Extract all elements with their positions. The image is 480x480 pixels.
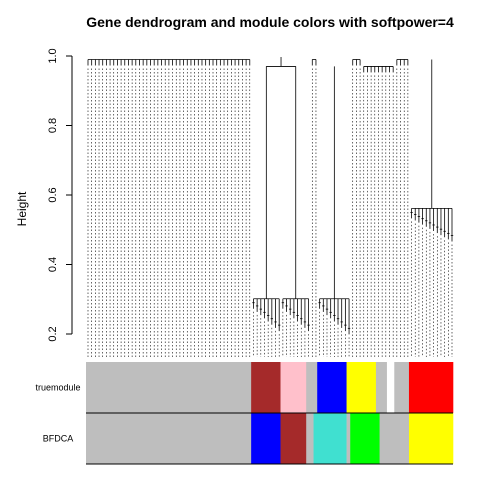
module-color-bars: truemodule BFDCA bbox=[35, 362, 453, 464]
module-color-segment bbox=[387, 362, 395, 413]
y-tick-label: 0.4 bbox=[47, 257, 59, 272]
y-tick-label: 0.8 bbox=[47, 118, 59, 133]
module-row-label: BFDCA bbox=[43, 434, 74, 444]
module-color-segment bbox=[251, 362, 281, 413]
module-color-segment bbox=[306, 362, 317, 413]
chart-title: Gene dendrogram and module colors with s… bbox=[86, 14, 454, 30]
module-color-segment bbox=[350, 413, 380, 464]
module-row-label: truemodule bbox=[35, 383, 80, 393]
y-axis: 0.2 0.4 0.6 0.8 1.0 bbox=[47, 48, 72, 341]
module-color-segment bbox=[376, 362, 387, 413]
leaf-guide-lines bbox=[88, 68, 452, 357]
dendrogram-tree bbox=[88, 57, 453, 334]
module-color-segment bbox=[347, 413, 351, 464]
y-axis-label: Height bbox=[15, 191, 29, 226]
y-tick-label: 0.6 bbox=[47, 187, 59, 202]
module-color-segment bbox=[86, 362, 251, 413]
module-color-segment bbox=[314, 413, 347, 464]
y-tick-label: 1.0 bbox=[47, 48, 59, 63]
module-color-segment bbox=[281, 362, 307, 413]
y-tick-label: 0.2 bbox=[47, 326, 59, 341]
module-color-segment bbox=[394, 413, 409, 464]
module-color-segment bbox=[347, 362, 377, 413]
module-color-segment bbox=[409, 413, 453, 464]
module-color-segment bbox=[281, 413, 307, 464]
module-color-segment bbox=[409, 362, 453, 413]
module-color-segment bbox=[306, 413, 314, 464]
module-color-segment bbox=[394, 362, 409, 413]
module-color-segment bbox=[251, 413, 281, 464]
module-color-segment bbox=[86, 413, 251, 464]
module-color-segment bbox=[317, 362, 347, 413]
module-color-segment bbox=[380, 413, 395, 464]
